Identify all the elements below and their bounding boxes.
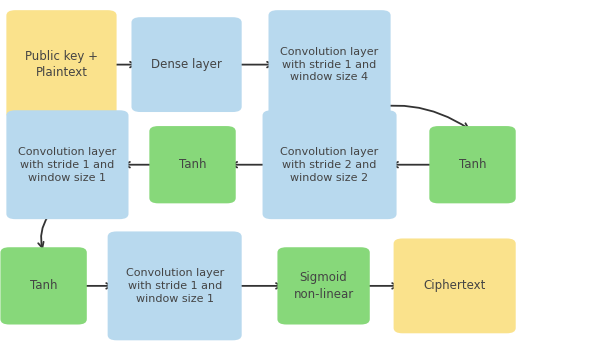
FancyBboxPatch shape [278, 247, 370, 325]
FancyBboxPatch shape [108, 232, 241, 340]
FancyBboxPatch shape [149, 126, 236, 203]
Text: Convolution layer
with stride 1 and
window size 1: Convolution layer with stride 1 and wind… [126, 268, 224, 304]
FancyBboxPatch shape [7, 10, 117, 119]
FancyBboxPatch shape [131, 17, 241, 112]
Text: Tanh: Tanh [459, 158, 486, 171]
Text: Dense layer: Dense layer [151, 58, 222, 71]
FancyBboxPatch shape [429, 126, 516, 203]
Text: Sigmoid
non-linear: Sigmoid non-linear [293, 271, 354, 301]
FancyBboxPatch shape [1, 247, 87, 325]
FancyBboxPatch shape [7, 110, 128, 219]
Text: Public key +
Plaintext: Public key + Plaintext [25, 50, 98, 79]
FancyBboxPatch shape [394, 239, 516, 333]
Text: Tanh: Tanh [30, 279, 57, 292]
Text: Tanh: Tanh [179, 158, 206, 171]
FancyBboxPatch shape [262, 110, 397, 219]
Text: Convolution layer
with stride 2 and
window size 2: Convolution layer with stride 2 and wind… [281, 147, 379, 183]
FancyBboxPatch shape [268, 10, 391, 119]
Text: Convolution layer
with stride 1 and
window size 4: Convolution layer with stride 1 and wind… [281, 47, 379, 82]
Text: Convolution layer
with stride 1 and
window size 1: Convolution layer with stride 1 and wind… [18, 147, 117, 183]
Text: Ciphertext: Ciphertext [423, 279, 486, 292]
